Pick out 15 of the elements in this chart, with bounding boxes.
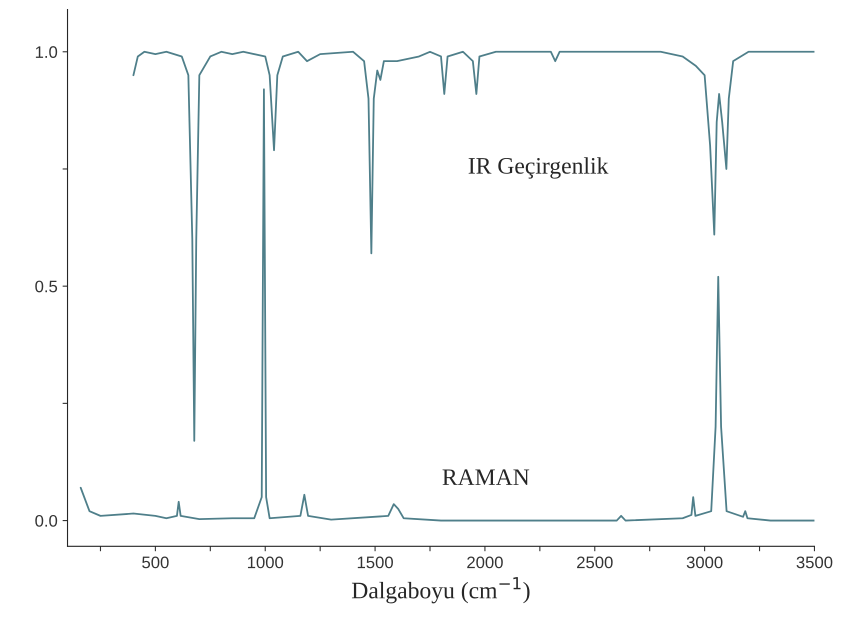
line-series (132, 50, 814, 442)
x-tick-label: 3500 (796, 556, 832, 568)
x-tick-label: 3000 (686, 556, 723, 568)
y-tick-label: 0.5 (35, 280, 58, 292)
text: IR Geçirgenlik (468, 157, 608, 179)
x-tick-label: 1000 (248, 556, 284, 568)
y-tick-label: 0.0 (35, 514, 58, 527)
x-tick-label: 2000 (467, 556, 503, 568)
series-label: RAMAN (442, 469, 530, 485)
y-tick-label: 1.0 (36, 46, 58, 58)
x-tick-label: 2500 (577, 556, 613, 568)
line-series (80, 88, 814, 522)
x-tick-label: 1500 (358, 556, 393, 568)
x-tick-label: 500 (142, 556, 169, 568)
x-axis-title: Dalgaboyu (cm$^{−1}$) (352, 577, 530, 604)
